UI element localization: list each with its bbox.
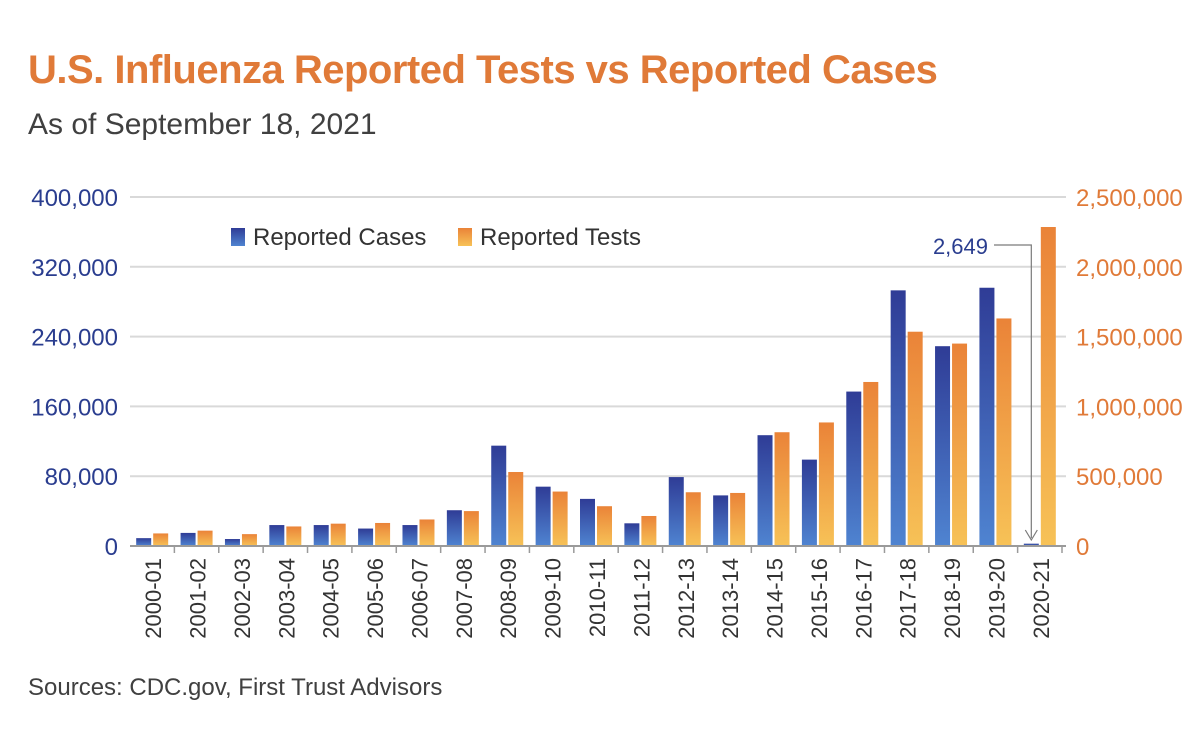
bar-reported-cases bbox=[846, 391, 862, 546]
x-axis-tick-label: 2001-02 bbox=[186, 558, 211, 639]
bar-reported-cases bbox=[580, 498, 595, 546]
axes: 0 80,000 160,000 240,000 320,000 400,000 0 500,… bbox=[31, 185, 1183, 639]
x-axis-tick-label: 2013-14 bbox=[718, 558, 743, 639]
bar-reported-tests bbox=[463, 511, 479, 546]
right-axis-tick-label: 1,500,000 bbox=[1076, 325, 1183, 352]
x-axis-tick-label: 2002-03 bbox=[230, 558, 255, 639]
bar-reported-tests bbox=[863, 381, 879, 546]
x-axis-tick-label: 2016-17 bbox=[851, 558, 876, 639]
bar-reported-tests bbox=[952, 343, 968, 546]
bar-reported-tests bbox=[730, 492, 746, 546]
bar-reported-cases bbox=[446, 510, 462, 546]
x-axis-tick-label: 2007-08 bbox=[452, 558, 477, 639]
left-axis-tick-label: 240,000 bbox=[31, 325, 118, 352]
bar-reported-tests bbox=[552, 491, 568, 546]
x-axis-tick-label: 2015-16 bbox=[807, 558, 832, 639]
annotation-label: 2,649 bbox=[933, 234, 988, 259]
bar-reported-tests bbox=[286, 526, 302, 546]
bar-reported-tests bbox=[508, 472, 524, 546]
bar-reported-tests bbox=[330, 523, 346, 546]
x-axis-tick-label: 2000-01 bbox=[141, 558, 166, 639]
bar-reported-cases bbox=[801, 459, 817, 546]
left-axis-tick-label: 400,000 bbox=[31, 185, 118, 212]
bar-reported-cases bbox=[402, 525, 418, 546]
bar-reported-cases bbox=[136, 538, 152, 546]
x-axis-tick-label: 2004-05 bbox=[319, 558, 344, 639]
bar-reported-cases bbox=[224, 539, 240, 546]
bar-reported-cases bbox=[935, 346, 951, 546]
bar-reported-cases bbox=[757, 435, 773, 546]
bar-reported-tests bbox=[597, 506, 612, 546]
x-axis-tick-label: 2019-20 bbox=[984, 558, 1009, 639]
bar-reported-cases bbox=[313, 525, 329, 546]
x-axis-tick-label: 2012-13 bbox=[674, 558, 699, 639]
right-axis-tick-label: 2,500,000 bbox=[1076, 185, 1183, 212]
right-axis-tick-label: 1,000,000 bbox=[1076, 394, 1183, 421]
bar-reported-cases bbox=[491, 445, 507, 546]
bar-reported-tests bbox=[907, 331, 923, 546]
x-axis-tick-label: 2010-11 bbox=[585, 558, 610, 637]
bar-reported-tests bbox=[153, 533, 169, 546]
legend: Reported Cases Reported Tests bbox=[231, 224, 641, 251]
bar-reported-tests bbox=[197, 530, 213, 546]
bar-reported-tests bbox=[1040, 227, 1056, 546]
bar-reported-tests bbox=[419, 519, 435, 546]
bar-reported-cases bbox=[668, 477, 684, 546]
bar-reported-cases bbox=[624, 523, 640, 546]
bar-reported-cases bbox=[535, 486, 551, 546]
annotation: 2,649 bbox=[933, 234, 1038, 542]
right-axis-tick-label: 500,000 bbox=[1076, 464, 1163, 491]
bar-reported-tests bbox=[818, 422, 834, 546]
x-axis-tick-label: 2009-10 bbox=[541, 558, 566, 639]
left-axis-tick-label: 320,000 bbox=[31, 255, 118, 282]
x-axis-tick-label: 2003-04 bbox=[274, 558, 299, 639]
legend-swatch-tests bbox=[458, 228, 472, 246]
bar-reported-tests bbox=[375, 522, 391, 546]
left-axis-tick-label: 0 bbox=[105, 534, 118, 561]
source-note: Sources: CDC.gov, First Trust Advisors bbox=[28, 674, 443, 701]
bar-reported-tests bbox=[774, 432, 790, 546]
bar-reported-cases bbox=[358, 528, 374, 546]
legend-label-cases: Reported Cases bbox=[253, 224, 426, 251]
chart-subtitle: As of September 18, 2021 bbox=[28, 108, 377, 141]
chart-title: U.S. Influenza Reported Tests vs Reporte… bbox=[28, 48, 938, 92]
bar-reported-cases bbox=[713, 495, 729, 546]
bar-reported-tests bbox=[685, 492, 701, 546]
bar-reported-cases bbox=[1023, 543, 1039, 546]
x-axis-tick-label: 2006-07 bbox=[407, 558, 432, 639]
legend-label-tests: Reported Tests bbox=[480, 224, 641, 251]
annotation-leader-line bbox=[994, 244, 1032, 538]
bar-reported-tests bbox=[641, 515, 657, 546]
x-axis-tick-label: 2020-21 bbox=[1029, 558, 1054, 639]
bar-reported-cases bbox=[890, 290, 906, 546]
bar-reported-cases bbox=[979, 287, 995, 546]
right-axis-tick-label: 0 bbox=[1076, 534, 1089, 561]
left-axis-tick-label: 160,000 bbox=[31, 394, 118, 421]
left-axis-tick-label: 80,000 bbox=[45, 464, 118, 491]
bar-reported-cases bbox=[269, 525, 285, 546]
x-axis-tick-label: 2018-19 bbox=[940, 558, 965, 639]
x-axis-tick-label: 2017-18 bbox=[896, 558, 921, 639]
bar-reported-tests bbox=[996, 318, 1012, 546]
x-axis-tick-label: 2014-15 bbox=[763, 558, 788, 639]
annotation-arrow-icon bbox=[1024, 529, 1038, 542]
x-axis-tick-label: 2011-12 bbox=[629, 558, 654, 637]
bar-reported-tests bbox=[241, 534, 257, 546]
x-axis-tick-label: 2005-06 bbox=[363, 558, 388, 639]
bar-reported-cases bbox=[180, 532, 196, 546]
legend-swatch-cases bbox=[231, 228, 245, 246]
right-axis-tick-label: 2,000,000 bbox=[1076, 255, 1183, 282]
bars bbox=[136, 227, 1056, 546]
x-axis-tick-label: 2008-09 bbox=[496, 558, 521, 639]
